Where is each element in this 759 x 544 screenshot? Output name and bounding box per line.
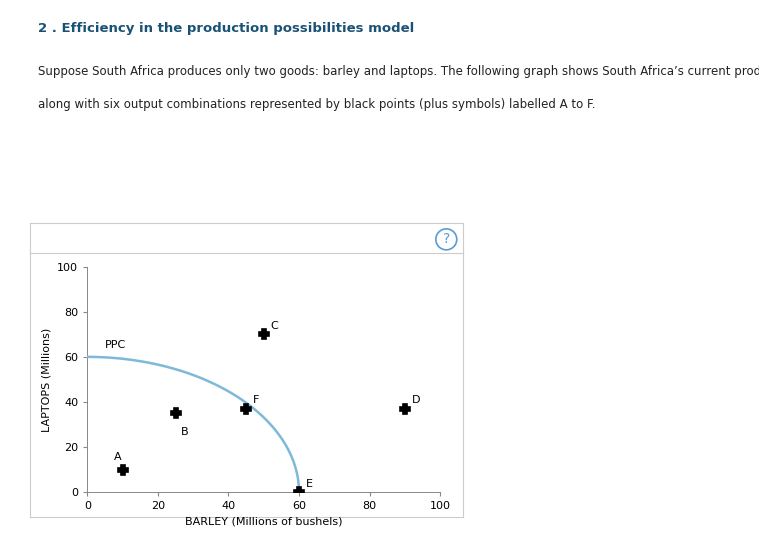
Text: F: F	[254, 395, 260, 405]
Text: Suppose South Africa produces only two goods: barley and laptops. The following : Suppose South Africa produces only two g…	[38, 65, 759, 78]
Text: C: C	[271, 321, 279, 331]
Y-axis label: LAPTOPS (Millions): LAPTOPS (Millions)	[42, 327, 52, 431]
X-axis label: BARLEY (Millions of bushels): BARLEY (Millions of bushels)	[185, 517, 342, 527]
Text: ?: ?	[442, 232, 450, 246]
Text: E: E	[306, 479, 313, 489]
Text: A: A	[114, 452, 121, 462]
Text: 2 . Efficiency in the production possibilities model: 2 . Efficiency in the production possibi…	[38, 22, 414, 35]
Text: PPC: PPC	[105, 340, 126, 350]
Text: D: D	[412, 395, 420, 405]
Text: along with six output combinations represented by black points (plus symbols) la: along with six output combinations repre…	[38, 98, 596, 111]
Text: B: B	[181, 427, 188, 437]
